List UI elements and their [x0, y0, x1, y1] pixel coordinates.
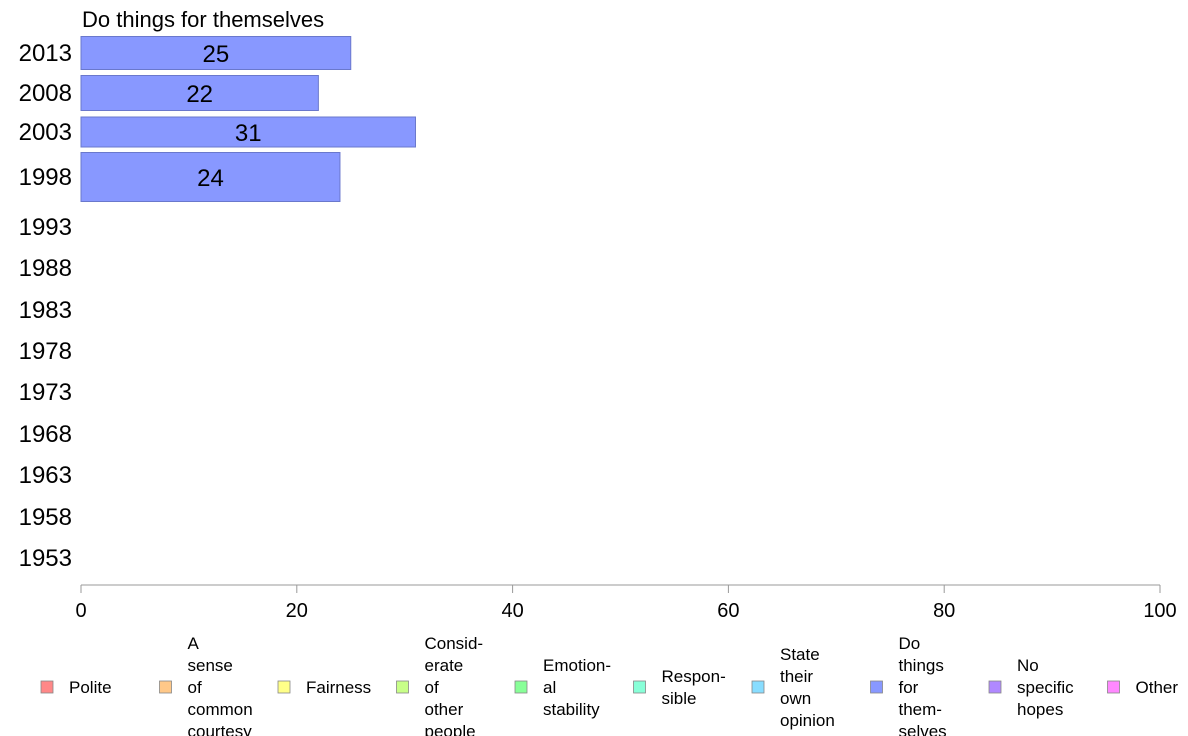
- y-tick-label: 1973: [19, 379, 72, 406]
- y-tick-label: 1978: [19, 338, 72, 365]
- legend-swatch: [1107, 680, 1120, 694]
- y-tick-label: 1988: [19, 255, 72, 282]
- x-axis: 0 20 40 60 80 100: [75, 584, 1177, 622]
- y-tick-label: 1958: [19, 504, 72, 531]
- legend-label: Do things for them-selves: [899, 634, 947, 736]
- y-tick-label: 1968: [19, 421, 72, 448]
- bar: [80, 152, 341, 202]
- legend-swatch: [988, 680, 1002, 694]
- legend-swatch: [159, 680, 172, 694]
- bar-value-label: 22: [186, 81, 213, 108]
- legend: Polite A sense of common courtesy Fairness Cons…: [40, 634, 1179, 736]
- legend-swatch: [514, 680, 528, 694]
- bar-value-label: 31: [235, 120, 262, 147]
- legend-label: State their own opinion: [780, 645, 835, 730]
- x-tick-label: 40: [501, 600, 523, 622]
- y-axis-labels: 2013 2008 2003 1998 1993 1988 1983 1978 1973 1968…: [19, 40, 72, 572]
- bar: [80, 75, 319, 111]
- legend-swatch: [870, 680, 883, 694]
- x-tick-label: 80: [933, 600, 955, 622]
- y-tick-label: 1998: [19, 164, 72, 191]
- legend-swatch: [40, 680, 54, 694]
- bar-value-label: 24: [197, 165, 224, 192]
- x-tick-label: 60: [717, 600, 739, 622]
- y-tick-label: 2003: [19, 119, 72, 146]
- y-tick-label: 1963: [19, 462, 72, 489]
- y-tick-label: 2008: [19, 80, 72, 107]
- x-tick-label: 20: [286, 600, 308, 622]
- x-tick-label: 100: [1143, 600, 1176, 622]
- legend-label: Respon-sible: [662, 667, 726, 708]
- legend-label: Other: [1136, 678, 1179, 697]
- legend-label: Emotion-al stability: [543, 656, 611, 719]
- y-tick-label: 1983: [19, 297, 72, 324]
- y-tick-label: 2013: [19, 40, 72, 67]
- legend-label: Polite: [69, 678, 112, 697]
- legend-swatch: [633, 680, 646, 694]
- legend-label: Fairness: [306, 678, 371, 697]
- bar: [80, 36, 352, 70]
- bar-value-label: 25: [203, 41, 230, 68]
- legend-swatch: [751, 680, 765, 694]
- bars-group: 25 22 31 24: [80, 36, 416, 202]
- legend-label: Consid-erate of other people: [425, 634, 484, 736]
- legend-swatch: [277, 680, 291, 694]
- y-tick-label: 1953: [19, 545, 72, 572]
- chart-title: Do things for themselves: [82, 7, 324, 32]
- y-tick-label: 1993: [19, 214, 72, 241]
- legend-label: No specific hopes: [1017, 656, 1074, 719]
- bar: [80, 116, 416, 148]
- legend-swatch: [396, 680, 409, 694]
- x-tick-label: 0: [75, 600, 86, 622]
